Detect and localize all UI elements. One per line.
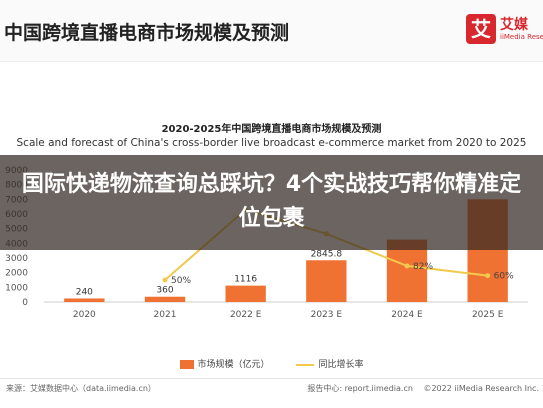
chart-legend: 市场规模（亿元） 同比增长率 (0, 357, 543, 373)
bar-2024-e (386, 239, 428, 302)
y-tick-label: 2000 (5, 269, 28, 279)
growth-rate-point (404, 263, 410, 269)
y-tick-label: 1000 (5, 283, 28, 293)
growth-rate-point (162, 277, 168, 283)
x-tick-label: 2021 (154, 310, 177, 320)
line-data-label: 82% (413, 262, 433, 272)
legend-bar-label: 市场规模（亿元） (197, 360, 270, 370)
x-tick-label: 2023 E (311, 310, 343, 320)
logo-mark-icon: 艾 (466, 14, 496, 44)
footer-links: 报告中心: report.iimedia.cn ©2022 iiMedia Re… (299, 383, 539, 394)
report-link[interactable]: 报告中心: report.iimedia.cn (307, 384, 413, 393)
bar-data-label: 2845.8 (311, 249, 343, 259)
overlay-title[interactable]: 国际快递物流查询总踩坑？4个实战技巧帮你精准定位包裹 (21, 172, 522, 231)
legend-line-label: 同比增长率 (318, 360, 364, 370)
bar-data-label: 1116 (234, 275, 257, 285)
bar-2020 (64, 298, 105, 302)
y-tick-label: 0 (22, 298, 28, 308)
source-note: 来源：艾媒数据中心（data.iimedia.cn） (6, 384, 156, 393)
x-tick-label: 2020 (73, 310, 96, 320)
x-tick-label: 2025 E (472, 310, 504, 320)
y-tick-label: 3000 (5, 254, 28, 264)
footer: 来源：艾媒数据中心（data.iimedia.cn） 报告中心: report.… (0, 378, 543, 408)
chart-subtitle: Scale and forecast of China's cross-bord… (16, 137, 527, 149)
iimedia-logo: 艾 艾媒 iiMedia Research (466, 14, 543, 48)
logo-subtitle: iiMedia Research (500, 33, 543, 41)
legend-bar-swatch (179, 360, 194, 369)
bar-2022-e (225, 285, 266, 302)
bar-2021 (144, 296, 186, 302)
legend-item-bar: 市场规模（亿元） (179, 357, 270, 370)
legend-line-swatch (296, 363, 315, 366)
bar-2023-e (306, 260, 347, 302)
bar-data-label: 240 (76, 287, 93, 297)
header: 中国跨境直播电商市场规模及预测 艾 艾媒 iiMedia Research (0, 0, 543, 62)
x-tick-label: 2022 E (230, 310, 262, 320)
logo-name: 艾媒 (500, 17, 528, 33)
market-scale-chart: 0100020003000400050006000700080009000202… (5, 166, 528, 320)
chart-title: 2020-2025年中国跨境直播电商市场规模及预测 (161, 124, 382, 135)
growth-rate-point (485, 273, 491, 279)
page-title: 中国跨境直播电商市场规模及预测 (4, 22, 290, 44)
line-data-label: 60% (494, 272, 514, 282)
copyright: ©2022 iiMedia Research Inc. (423, 384, 539, 393)
legend-item-line: 同比增长率 (296, 357, 363, 370)
line-data-label: 50% (171, 276, 191, 286)
x-tick-label: 2024 E (391, 310, 423, 320)
bar-data-label: 360 (156, 286, 173, 296)
overlay-band (0, 155, 543, 250)
